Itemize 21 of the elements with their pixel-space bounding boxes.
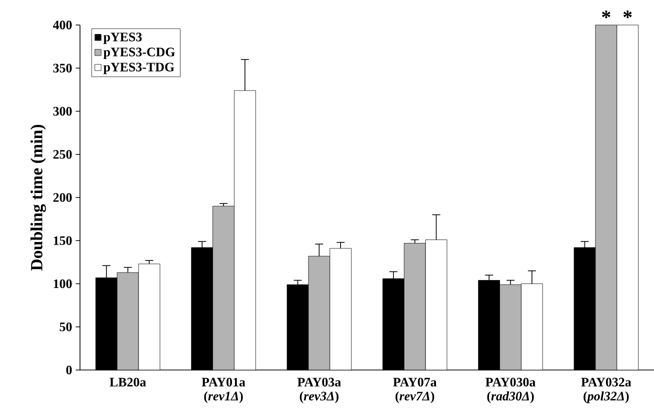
y-tick-label: 50	[60, 322, 72, 332]
x-tick-label: PAY01a (rev1Δ)	[202, 378, 246, 404]
x-tick-label: LB20a	[110, 378, 146, 387]
y-tick-label: 250	[53, 150, 72, 159]
y-tick-label: 350	[53, 64, 72, 72]
y-tick-label: 0	[66, 366, 72, 374]
legend-label: pYES3-TDG	[103, 62, 174, 74]
y-axis-title: Doubling time (min)	[30, 124, 46, 271]
y-tick-label: 200	[53, 193, 72, 202]
x-tick-label: PAY032a (pol32Δ)	[581, 378, 632, 404]
legend-label: pYES3	[103, 32, 142, 44]
y-tick-label: 300	[53, 106, 72, 116]
legend-label: pYES3-CDG	[103, 48, 175, 60]
annotation: *	[602, 10, 610, 18]
x-tick-label: PAY03a (rev3Δ)	[297, 378, 341, 404]
y-tick-label: 100	[54, 279, 72, 288]
x-tick-label: PAY07a (rev7Δ)	[393, 378, 437, 404]
y-tick-label: 400	[52, 20, 72, 30]
y-tick-label: 150	[54, 236, 72, 245]
x-tick-label: PAY030a (rad30Δ)	[486, 378, 536, 404]
annotation: *	[623, 10, 632, 18]
